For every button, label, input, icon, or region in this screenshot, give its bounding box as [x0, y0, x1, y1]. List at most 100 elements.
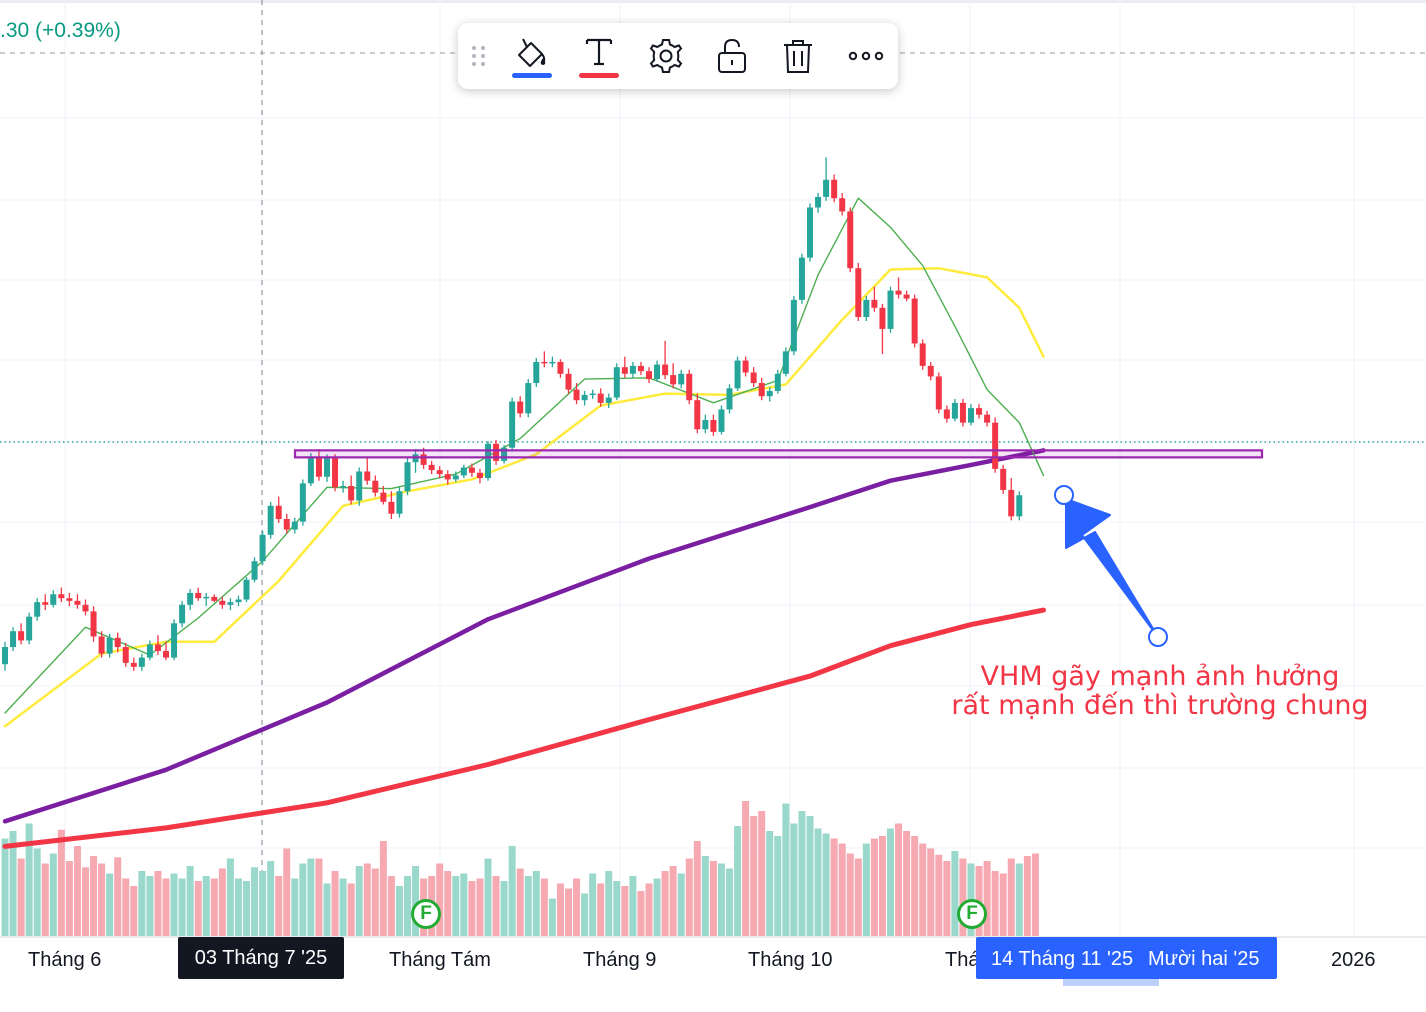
candle-body [573, 389, 580, 401]
candle-body [211, 596, 218, 601]
candle-body [959, 402, 966, 423]
volume-bar [766, 831, 774, 936]
candle-body [533, 361, 540, 384]
volume-bar [291, 878, 299, 936]
time-axis-label: Tháng 10 [748, 949, 833, 971]
volume-bar [186, 866, 194, 936]
candle-body [243, 579, 250, 600]
volume-bar [870, 838, 878, 936]
drawing-toolbar[interactable] [458, 23, 898, 89]
support-zone-rect [293, 449, 1264, 459]
candle-body [589, 393, 596, 396]
candle-body [235, 599, 242, 603]
candle-body [251, 561, 258, 580]
volume-bar [371, 868, 379, 936]
candle-body [34, 602, 41, 617]
candle-body [847, 211, 854, 269]
candle-body [678, 373, 685, 385]
volume-bar [878, 836, 886, 936]
candle-body [291, 521, 298, 530]
text-color-icon[interactable] [575, 23, 623, 89]
volume-bar [122, 878, 130, 936]
volume-bar [500, 881, 508, 936]
crosshair-time-label: 03 Tháng 7 '25 [178, 937, 344, 979]
candle-body [919, 343, 926, 366]
volume-bar [57, 829, 65, 936]
volume-bar [774, 836, 782, 936]
volume-bar [315, 858, 323, 936]
candle-body [782, 351, 789, 374]
annotation-text[interactable]: VHM gãy mạnh ảnh hưởng rất mạnh đến thì … [930, 662, 1390, 720]
candle-body [629, 365, 636, 374]
volume-bar [339, 878, 347, 936]
candle-body [307, 456, 314, 484]
earnings-event-icon[interactable]: F [957, 899, 987, 929]
candle-body [114, 637, 121, 648]
candle-body [58, 594, 65, 599]
more-horizontal-icon[interactable] [840, 23, 892, 89]
candle-body [275, 505, 282, 519]
candle-body [1016, 495, 1023, 517]
earnings-event-icon[interactable]: F [411, 899, 441, 929]
candle-body [750, 372, 757, 384]
volume-bar [573, 878, 581, 936]
volume-bar [323, 883, 331, 936]
volume-bar [637, 891, 645, 936]
volume-bar [194, 881, 202, 936]
volume-bar [677, 873, 685, 936]
candle-body [541, 361, 548, 364]
volume-bar [943, 861, 951, 936]
candle-body [195, 592, 202, 599]
volume-bar [25, 823, 33, 936]
volume-bar [782, 803, 790, 936]
volume-bar [106, 873, 114, 936]
arrow-handle-head [1054, 485, 1074, 505]
volume-bar [178, 878, 186, 936]
volume-bar [709, 861, 717, 936]
volume-bar [476, 878, 484, 936]
candle-body [171, 623, 178, 658]
candle-body [324, 458, 330, 477]
candle-body [726, 388, 733, 410]
volume-bar [138, 871, 146, 936]
candle-body [831, 179, 838, 199]
volume-bar [130, 886, 138, 936]
volume-bar [669, 866, 677, 936]
volume-bar [581, 893, 589, 936]
candle-body [565, 373, 572, 390]
volume-bar [283, 848, 291, 936]
settings-gear-icon[interactable] [642, 23, 690, 89]
candle-body [203, 596, 210, 599]
candle-body [992, 422, 999, 469]
paint-bucket-icon[interactable] [508, 23, 556, 89]
arrow-drawing[interactable] [1054, 485, 1168, 647]
candle-body [138, 657, 145, 667]
volume-bar [532, 871, 540, 936]
sma-slow-line [2, 448, 1046, 824]
volume-bar [991, 871, 999, 936]
candle-body [774, 373, 781, 391]
volume-bar [33, 848, 41, 936]
trash-icon[interactable] [774, 23, 822, 89]
volume-bar [210, 878, 218, 936]
support-zone[interactable] [293, 449, 1264, 459]
volume-bar [251, 867, 259, 936]
volume-bar [41, 863, 49, 936]
drag-handle-icon[interactable] [464, 23, 494, 89]
candle-body [372, 480, 379, 493]
volume-bar [363, 863, 371, 936]
volume-bar [444, 871, 452, 936]
volume-bar [556, 883, 564, 936]
candle-body [468, 467, 475, 473]
volume-bar [935, 854, 943, 936]
volume-bar [275, 876, 283, 936]
candle-body [501, 447, 508, 461]
candle-body [686, 373, 693, 401]
candle-body [42, 602, 49, 605]
unlock-icon[interactable] [708, 23, 756, 89]
candle-body [863, 299, 870, 318]
volume-bar [750, 816, 758, 936]
volume-bar [331, 871, 339, 936]
volume-bar [9, 831, 17, 936]
